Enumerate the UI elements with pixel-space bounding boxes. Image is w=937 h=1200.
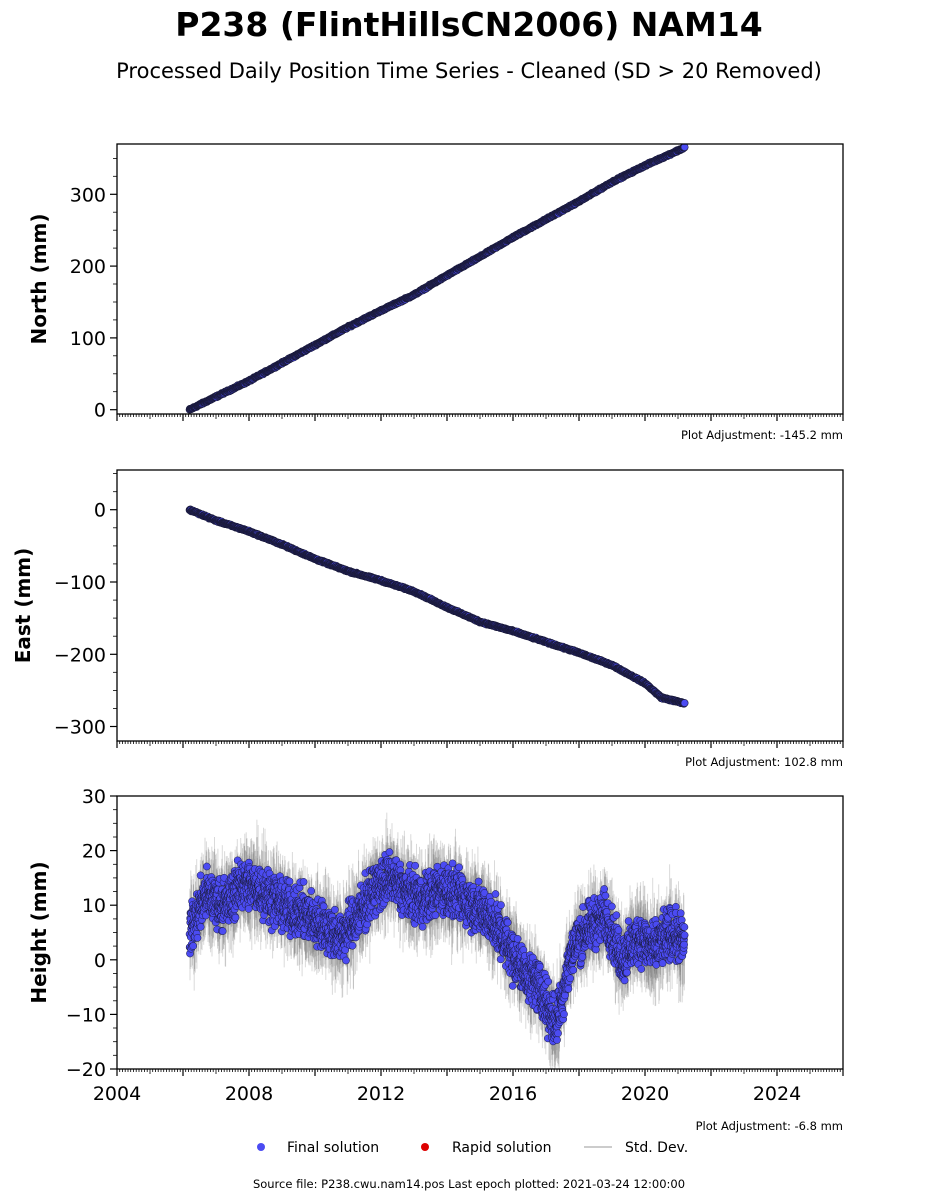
- final-points: [185, 505, 689, 708]
- y-tick-label: 200: [70, 256, 106, 278]
- data-points: [185, 505, 689, 708]
- final-point: [680, 144, 689, 151]
- north-panel: 0 100 200 300 North (mm) Plot Adjustment: -14…: [27, 143, 844, 442]
- final-points: [185, 144, 689, 414]
- page-title: P238 (FlintHillsCN2006) NAM14: [175, 5, 762, 44]
- y-tick-label: −100: [54, 572, 106, 594]
- page-subtitle: Processed Daily Position Time Series - C…: [116, 59, 822, 83]
- final-point: [680, 699, 689, 707]
- plot-adjustment: Plot Adjustment: -145.2 mm: [681, 428, 843, 442]
- y-axis-label: East (mm): [11, 548, 35, 664]
- y-tick-label: 100: [70, 328, 106, 350]
- plot-adjustment: Plot Adjustment: 102.8 mm: [685, 755, 843, 769]
- east-panel: −300 −200 −100 0 East (mm) Plot Adjustment: 1…: [11, 469, 844, 769]
- plot-frame: [116, 143, 844, 415]
- plot-frame: [116, 469, 844, 742]
- data-points: [185, 812, 689, 1069]
- y-tick-label: 0: [94, 500, 106, 522]
- y-tick-label: −200: [54, 644, 106, 666]
- y-tick-label: 300: [70, 184, 106, 206]
- data-points: [185, 144, 689, 414]
- y-tick-label: 0: [94, 400, 106, 422]
- y-axis-label: North (mm): [27, 213, 51, 344]
- y-tick-label: −300: [54, 717, 106, 739]
